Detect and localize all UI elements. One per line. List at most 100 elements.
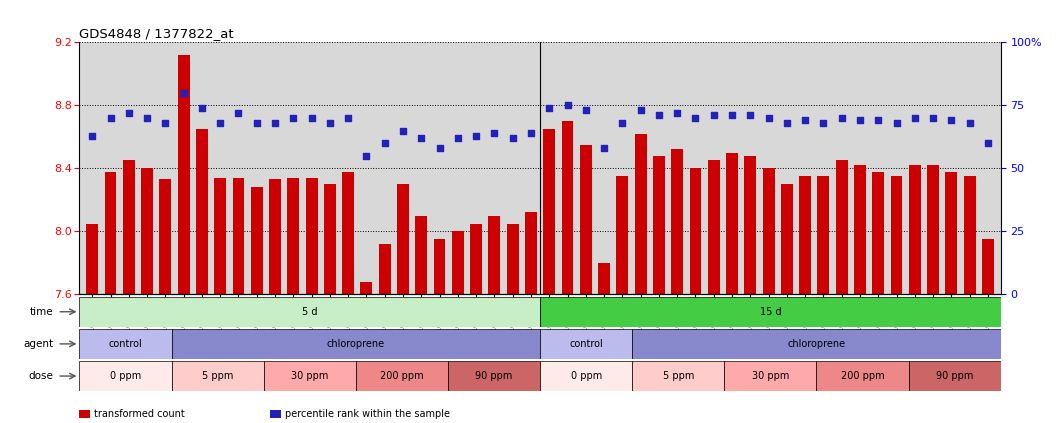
Bar <box>598 263 610 294</box>
Bar <box>928 165 939 294</box>
Text: chloroprene: chloroprene <box>788 339 845 349</box>
FancyBboxPatch shape <box>909 361 1001 391</box>
Text: GDS4848 / 1377822_at: GDS4848 / 1377822_at <box>79 27 234 40</box>
Bar <box>105 171 116 294</box>
Bar <box>634 134 647 294</box>
Point <box>212 120 229 126</box>
Bar <box>653 156 665 294</box>
Point <box>595 145 612 151</box>
Text: 90 ppm: 90 ppm <box>936 371 973 381</box>
Point <box>851 117 868 124</box>
Bar <box>397 184 409 294</box>
FancyBboxPatch shape <box>816 361 909 391</box>
Bar <box>415 216 427 294</box>
Bar <box>616 176 628 294</box>
Bar <box>287 178 300 294</box>
Point <box>157 120 174 126</box>
Bar <box>525 212 537 294</box>
Bar <box>306 178 318 294</box>
Bar <box>342 171 354 294</box>
Text: time: time <box>30 307 54 317</box>
Bar <box>488 216 500 294</box>
Point <box>248 120 265 126</box>
Point <box>742 112 759 119</box>
Text: 15 d: 15 d <box>759 307 782 317</box>
Bar <box>86 223 98 294</box>
Bar <box>379 244 391 294</box>
Point <box>303 115 320 121</box>
FancyBboxPatch shape <box>79 329 172 359</box>
Point <box>962 120 979 126</box>
Bar <box>580 145 592 294</box>
Point <box>796 117 813 124</box>
Bar <box>964 176 975 294</box>
Bar <box>744 156 756 294</box>
Point <box>449 135 466 141</box>
Point <box>139 115 156 121</box>
FancyBboxPatch shape <box>632 361 724 391</box>
Text: percentile rank within the sample: percentile rank within the sample <box>285 409 450 419</box>
Point <box>413 135 430 141</box>
Bar <box>214 178 227 294</box>
Point <box>468 132 485 139</box>
Point <box>541 104 558 111</box>
Point <box>230 110 247 116</box>
FancyBboxPatch shape <box>79 361 172 391</box>
Point <box>907 115 923 121</box>
Text: 90 ppm: 90 ppm <box>475 371 513 381</box>
Point <box>925 115 941 121</box>
Bar <box>543 129 555 294</box>
Bar <box>707 160 720 294</box>
Point <box>687 115 704 121</box>
Text: 5 ppm: 5 ppm <box>202 371 233 381</box>
Bar <box>141 168 152 294</box>
FancyBboxPatch shape <box>540 361 632 391</box>
Point <box>395 127 412 134</box>
Text: 30 ppm: 30 ppm <box>291 371 328 381</box>
Bar <box>946 171 957 294</box>
Bar <box>873 171 884 294</box>
FancyBboxPatch shape <box>264 361 356 391</box>
Bar <box>891 176 902 294</box>
Point <box>760 115 777 121</box>
Text: chloroprene: chloroprene <box>327 339 384 349</box>
Point <box>102 115 119 121</box>
FancyBboxPatch shape <box>540 329 632 359</box>
Point <box>340 115 357 121</box>
Bar <box>123 160 134 294</box>
Point <box>778 120 795 126</box>
Bar <box>196 129 208 294</box>
Bar <box>982 239 994 294</box>
Text: transformed count: transformed count <box>94 409 185 419</box>
Point <box>943 117 959 124</box>
Point <box>504 135 521 141</box>
Point <box>632 107 649 114</box>
Bar <box>762 168 774 294</box>
Point <box>980 140 997 146</box>
Text: 5 ppm: 5 ppm <box>663 371 694 381</box>
Point <box>889 120 905 126</box>
Point <box>705 112 722 119</box>
Bar <box>909 165 920 294</box>
Text: 200 ppm: 200 ppm <box>841 371 884 381</box>
Bar <box>269 179 281 294</box>
Point <box>486 130 503 137</box>
Point <box>723 112 740 119</box>
Text: control: control <box>570 339 603 349</box>
Bar <box>689 168 701 294</box>
Text: 5 d: 5 d <box>302 307 318 317</box>
Bar <box>780 184 793 294</box>
Point <box>559 102 576 109</box>
Point <box>577 107 594 114</box>
Text: 0 ppm: 0 ppm <box>571 371 602 381</box>
Point <box>175 89 192 96</box>
Bar <box>324 184 336 294</box>
Bar <box>360 282 373 294</box>
FancyBboxPatch shape <box>172 361 264 391</box>
FancyBboxPatch shape <box>632 329 1001 359</box>
Point <box>522 130 539 137</box>
Bar <box>561 121 574 294</box>
Bar <box>452 231 464 294</box>
Point <box>285 115 302 121</box>
Point <box>668 110 685 116</box>
